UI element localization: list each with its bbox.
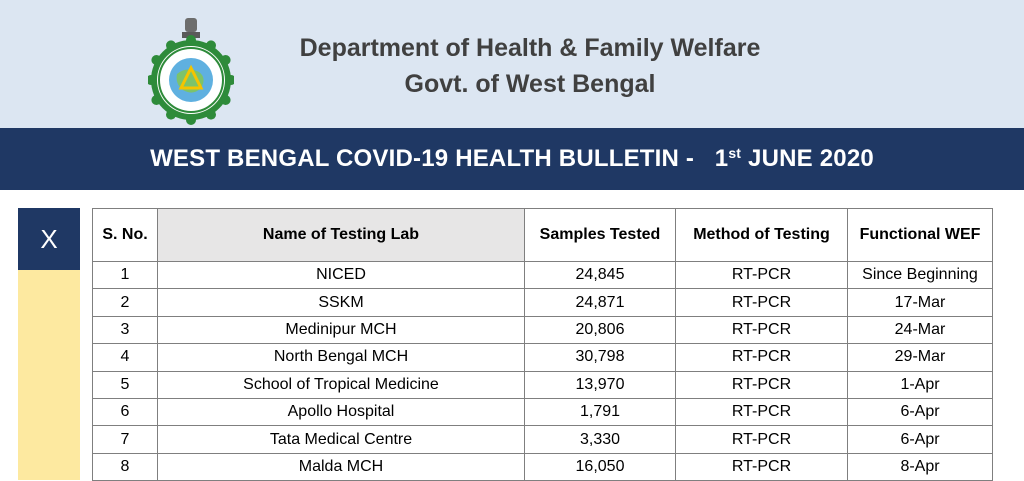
header: Department of Health & Family Welfare Go… [0, 0, 1024, 128]
table-cell: 8 [92, 452, 158, 481]
table-cell: NICED [157, 260, 525, 290]
bulletin-date-suffix: st [728, 145, 742, 161]
table-cell: 20,806 [524, 315, 676, 345]
table-cell: Malda MCH [157, 452, 525, 481]
department-name: Department of Health & Family Welfare [299, 34, 761, 62]
table-cell: Medinipur MCH [157, 315, 525, 345]
table-row: 5 School of Tropical Medicine 13,970 RT-PCR… [92, 370, 993, 399]
table-row: 7 Tata Medical Centre 3,330 RT-PCR 6-Apr [92, 425, 993, 454]
table-cell: Tata Medical Centre [157, 425, 525, 454]
table-row: 4 North Bengal MCH 30,798 RT-PCR 29-Mar [92, 343, 993, 372]
table-cell: 13,970 [524, 370, 676, 399]
table-cell: 24-Mar [847, 315, 993, 345]
table-row: 6 Apollo Hospital 1,791 RT-PCR 6-Apr [92, 397, 993, 427]
table-cell: North Bengal MCH [157, 343, 525, 372]
table-cell: 3,330 [524, 425, 676, 454]
bulletin-date-day: 1 [714, 145, 729, 172]
government-name: Govt. of West Bengal [404, 70, 656, 98]
table-row: 3 Medinipur MCH 20,806 RT-PCR 24-Mar [92, 315, 993, 345]
table-cell: RT-PCR [675, 425, 848, 454]
table-cell: SSKM [157, 288, 525, 317]
bulletin-title: WEST BENGAL COVID-19 HEALTH BULLETIN - [150, 145, 695, 172]
bulletin-date: 1st JUNE 2020 [701, 145, 874, 172]
table-cell: Apollo Hospital [157, 397, 525, 427]
column-header: Samples Tested [524, 208, 676, 262]
table-cell: RT-PCR [675, 315, 848, 345]
table-cell: 1 [92, 260, 158, 290]
table-cell: 1,791 [524, 397, 676, 427]
table-cell: RT-PCR [675, 343, 848, 372]
table-cell: Since Beginning [847, 260, 993, 290]
table-cell: 2 [92, 288, 158, 317]
table-row: 1 NICED 24,845 RT-PCR Since Beginning [92, 260, 993, 290]
table-header-row: S. No. Name of Testing Lab Samples Teste… [92, 208, 993, 262]
table-cell: 29-Mar [847, 343, 993, 372]
bulletin-banner: WEST BENGAL COVID-19 HEALTH BULLETIN - 1… [0, 128, 1024, 190]
section-label: X [18, 208, 80, 270]
table-cell: 6 [92, 397, 158, 427]
table-cell: 17-Mar [847, 288, 993, 317]
table-cell: RT-PCR [675, 288, 848, 317]
column-header: Name of Testing Lab [157, 208, 525, 262]
table-cell: 30,798 [524, 343, 676, 372]
table-cell: 16,050 [524, 452, 676, 481]
table-cell: 5 [92, 370, 158, 399]
table-cell: RT-PCR [675, 452, 848, 481]
table-cell: 6-Apr [847, 425, 993, 454]
department-heading: Department of Health & Family Welfare Go… [250, 30, 810, 102]
column-header: Method of Testing [675, 208, 848, 262]
table-cell: 6-Apr [847, 397, 993, 427]
column-header: S. No. [92, 208, 158, 262]
bulletin-date-month-year: JUNE 2020 [748, 145, 874, 172]
table-row: 8 Malda MCH 16,050 RT-PCR 8-Apr [92, 452, 993, 481]
table-cell: 24,871 [524, 288, 676, 317]
table-cell: 3 [92, 315, 158, 345]
table-cell: RT-PCR [675, 370, 848, 399]
table-row: 2 SSKM 24,871 RT-PCR 17-Mar [92, 288, 993, 317]
table-cell: School of Tropical Medicine [157, 370, 525, 399]
table-cell: 8-Apr [847, 452, 993, 481]
table-cell: RT-PCR [675, 397, 848, 427]
table-cell: 4 [92, 343, 158, 372]
table-cell: 7 [92, 425, 158, 454]
table-cell: RT-PCR [675, 260, 848, 290]
table-cell: 1-Apr [847, 370, 993, 399]
government-emblem-icon [148, 18, 234, 125]
column-header: Functional WEF [847, 208, 993, 262]
testing-labs-table: S. No. Name of Testing Lab Samples Teste… [92, 208, 993, 481]
section-sidebar: X [18, 208, 80, 480]
table-cell: 24,845 [524, 260, 676, 290]
